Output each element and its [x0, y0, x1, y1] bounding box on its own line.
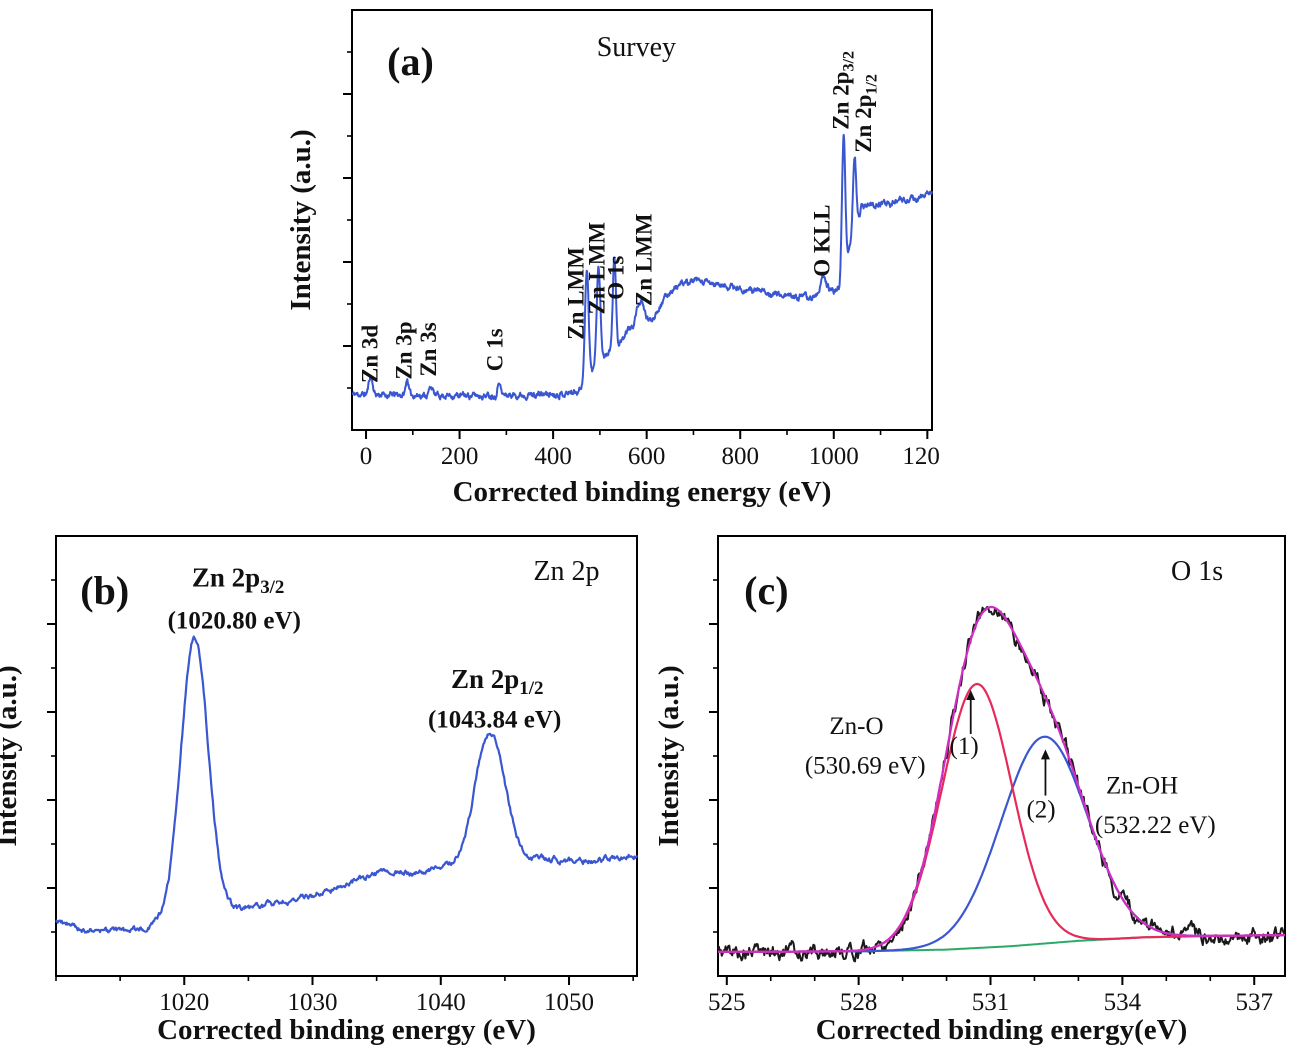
label-zn3s: Zn 3s: [416, 322, 441, 376]
label-zn2p32: Zn 2p3/2: [192, 563, 284, 598]
o1s-fit-envelope: [718, 605, 1285, 953]
panel-b-xlabel: Corrected binding energy (eV): [157, 1014, 536, 1046]
x-tick-label: 800: [721, 443, 759, 470]
x-tick-label: 400: [534, 443, 572, 470]
x-tick-label: 600: [628, 443, 666, 470]
label-zn3d: Zn 3d: [357, 325, 382, 383]
x-tick-label: 1000: [809, 443, 859, 470]
label-znlmm-3: Zn LMM: [631, 213, 656, 306]
x-tick-label: 525: [708, 989, 746, 1016]
label-zn-oh-ev: (532.22 eV): [1095, 812, 1216, 839]
panel-letter: (b): [80, 568, 129, 613]
panel-a-ylabel: Intensity (a.u.): [285, 129, 317, 310]
panel-a-frame: [351, 9, 933, 431]
arrow-comp-1-head: [966, 690, 976, 700]
label-zn2p12: Zn 2p1/2: [851, 74, 880, 153]
panel-b-ylabel: Intensity (a.u.): [0, 665, 23, 846]
panel-letter: (a): [387, 39, 434, 84]
label-znlmm-1: Zn LMM: [564, 247, 589, 340]
panel-c-ylabel: Intensity (a.u.): [653, 665, 685, 846]
x-tick-label: 0: [360, 443, 373, 470]
x-tick-label: 1050: [544, 989, 594, 1016]
label-znlmm-2: Zn LMM: [585, 222, 610, 315]
label-zn2p32: Zn 2p3/2: [828, 51, 857, 130]
x-tick-label: 534: [1104, 989, 1142, 1016]
label-zn-oh: Zn-OH: [1106, 772, 1178, 799]
label-comp-1: (1): [950, 733, 979, 760]
panel-c-xlabel: Corrected binding energy(eV): [816, 1014, 1188, 1046]
x-tick-label: 1200: [902, 443, 940, 470]
x-tick-label: 531: [972, 989, 1010, 1016]
label-zn-o: Zn-O: [829, 713, 883, 740]
chart-title: Survey: [597, 32, 676, 63]
label-okll: O KLL: [810, 204, 835, 276]
panel-c-frame: [717, 535, 1286, 977]
x-tick-label: 528: [840, 989, 878, 1016]
label-zn2p32-ev: (1020.80 eV): [168, 607, 301, 634]
label-zn3p: Zn 3p: [391, 321, 416, 379]
panel-a-survey-chart: 0 200 400 600 800 1000 1200 Corrected binding e…: [268, 0, 940, 515]
label-c1s: C 1s: [483, 328, 508, 371]
survey-spectrum: [351, 133, 933, 401]
x-tick-label: 1020: [159, 989, 209, 1016]
panel-b-zn2p-chart: 1020 1030 1040 1050 Corrected binding energy…: [0, 524, 650, 1053]
x-tick-label: 537: [1235, 989, 1273, 1016]
label-o1s: O 1s: [603, 256, 628, 300]
panel-c-o1s-chart: 525 528 531 534 537 Corrected binding energy(…: [652, 524, 1299, 1053]
zn2p-spectrum: [55, 635, 639, 934]
x-tick-label: 200: [441, 443, 479, 470]
label-zn2p12-ev: (1043.84 eV): [428, 706, 561, 733]
chart-title: Zn 2p: [533, 556, 599, 587]
label-zn-o-ev: (530.69 eV): [805, 753, 926, 780]
arrow-comp-2-head: [1040, 749, 1050, 760]
chart-title: O 1s: [1171, 556, 1223, 587]
panel-a-xlabel: Corrected binding energy (eV): [453, 476, 832, 508]
panel-b-frame: [55, 535, 638, 977]
label-comp-2: (2): [1026, 797, 1055, 824]
x-tick-label: 1030: [288, 989, 338, 1016]
panel-letter: (c): [744, 568, 788, 613]
label-zn2p12: Zn 2p1/2: [451, 664, 543, 699]
x-tick-label: 1040: [416, 989, 466, 1016]
